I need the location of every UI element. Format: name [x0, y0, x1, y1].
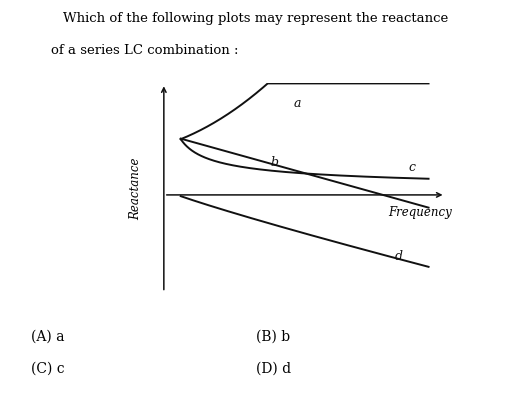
Text: of a series LC combination :: of a series LC combination : [51, 44, 239, 57]
Text: a: a [293, 97, 301, 110]
Text: Reactance: Reactance [129, 157, 142, 220]
Text: (D) d: (D) d [256, 361, 291, 375]
Text: c: c [409, 160, 416, 173]
Text: (B) b: (B) b [256, 329, 290, 343]
Text: Which of the following plots may represent the reactance: Which of the following plots may represe… [63, 12, 449, 25]
Text: Frequency: Frequency [388, 205, 452, 218]
Text: d: d [395, 250, 403, 263]
Text: b: b [271, 156, 279, 169]
Text: (A) a: (A) a [31, 329, 64, 343]
Text: (C) c: (C) c [31, 361, 65, 375]
